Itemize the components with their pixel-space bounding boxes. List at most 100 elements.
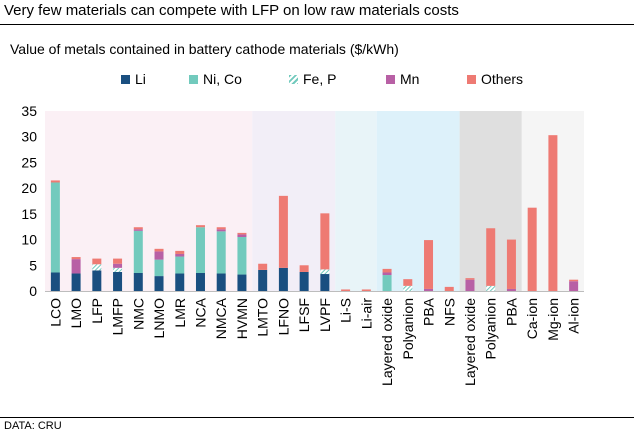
chart-title: Value of metals contained in battery cat… xyxy=(10,41,399,57)
bar-mn-nmca xyxy=(216,229,226,232)
bar-others-lvpf xyxy=(320,213,330,270)
x-tick-label: Polyanion xyxy=(400,298,416,360)
bar-others-hvmn xyxy=(237,232,247,235)
bar-others-li-s xyxy=(341,289,351,291)
bar-others-layered-oxide xyxy=(382,268,392,273)
bar-others-lfp xyxy=(92,258,102,265)
bar-li-lfsf xyxy=(299,271,309,291)
x-tick-label: LMR xyxy=(172,298,188,328)
bar-li-nca xyxy=(195,273,205,291)
source-note: DATA: CRU xyxy=(4,420,62,432)
bar-others-lmr xyxy=(175,250,185,254)
x-tick-label: LVPF xyxy=(317,298,333,332)
group-panel-sodium-ion xyxy=(376,111,460,291)
header-bar: Very few materials can compete with LFP … xyxy=(0,0,634,25)
bar-li-lnmo xyxy=(154,276,164,291)
legend-item-others: Others xyxy=(467,69,523,89)
x-tick-label: LMTO xyxy=(255,298,271,337)
bar-others-lfsf xyxy=(299,265,309,272)
bar-mn-lmo xyxy=(71,259,81,274)
legend-label-mn: Mn xyxy=(400,71,420,87)
bar-others-ca-ion xyxy=(527,207,537,291)
bar-li-lmfp xyxy=(113,271,123,291)
y-tick-label: 15 xyxy=(21,206,37,222)
bar-fe-p-polyanion xyxy=(403,285,413,291)
bar-mn-lmfp xyxy=(113,263,123,268)
y-tick-label: 20 xyxy=(21,180,37,196)
bar-mn-al-ion xyxy=(569,281,579,291)
bar-others-lnmo xyxy=(154,248,164,252)
legend-swatch-fep xyxy=(289,74,298,84)
bar-others-li-air xyxy=(361,289,371,291)
y-tick-label: 35 xyxy=(21,103,37,119)
group-panel-lithium-metal xyxy=(335,111,377,291)
x-tick-label: NMCA xyxy=(213,297,229,339)
x-tick-label: NFS xyxy=(441,298,457,326)
bar-fe-p-polyanion xyxy=(486,285,496,291)
bar-mn-layered-oxide xyxy=(465,279,475,291)
bar-mn-lmr xyxy=(175,253,185,257)
legend-swatch-mn xyxy=(386,74,395,84)
x-tick-label: Mg-ion xyxy=(545,298,561,341)
legend-label-nico: Ni, Co xyxy=(203,71,242,87)
legend-swatch-others xyxy=(467,74,476,84)
legend-label-li: Li xyxy=(135,71,146,87)
x-tick-label: Al-ion xyxy=(566,298,582,334)
x-tick-label: Ca-ion xyxy=(524,298,540,339)
x-tick-label: Layered oxide xyxy=(379,298,395,386)
bar-li-nmc xyxy=(133,273,143,291)
legend-item-nico: Ni, Co xyxy=(189,69,242,89)
x-tick-label: LFP xyxy=(89,298,105,324)
bar-others-al-ion xyxy=(569,279,579,282)
bar-others-pba xyxy=(506,239,516,289)
x-tick-label: Polyanion xyxy=(483,298,499,360)
legend-label-others: Others xyxy=(481,71,524,87)
x-tick-label: LMO xyxy=(68,298,84,328)
bar-mn-hvmn xyxy=(237,234,247,237)
page-title: Very few materials can compete with LFP … xyxy=(4,2,459,19)
x-tick-label: NMC xyxy=(130,298,146,330)
bar-others-polyanion xyxy=(486,228,496,286)
bar-others-polyanion xyxy=(403,279,413,286)
bar-ni-co-lco xyxy=(50,182,60,273)
x-tick-label: Layered oxide xyxy=(462,298,478,386)
bar-mn-pba xyxy=(424,288,434,291)
bar-others-mg-ion xyxy=(548,135,558,291)
x-tick-label: PBA xyxy=(421,297,437,326)
x-tick-label: PBA xyxy=(503,297,519,326)
bar-li-lvpf xyxy=(320,274,330,291)
bar-others-lfno xyxy=(278,195,288,268)
legend-swatch-nico xyxy=(189,74,198,84)
y-tick-label: 0 xyxy=(29,283,37,299)
bar-others-pba xyxy=(424,240,434,289)
bar-li-lfp xyxy=(92,270,102,291)
bar-li-nmca xyxy=(216,273,226,291)
bar-fe-p-lvpf xyxy=(320,269,330,275)
bar-others-lmfp xyxy=(113,258,123,264)
bar-ni-co-nca xyxy=(195,227,205,273)
legend-item-mn: Mn xyxy=(386,69,419,89)
bar-li-lmto xyxy=(258,269,268,291)
x-tick-label: LFSF xyxy=(296,298,312,332)
bar-li-lmr xyxy=(175,273,185,291)
x-tick-label: LCO xyxy=(47,298,63,327)
bar-ni-co-nmca xyxy=(216,231,226,274)
bar-others-lmto xyxy=(258,263,268,270)
bar-ni-co-hvmn xyxy=(237,237,247,275)
bar-ni-co-lnmo xyxy=(154,259,164,277)
bar-others-nca xyxy=(195,225,205,228)
y-tick-label: 25 xyxy=(21,154,37,170)
bar-ni-co-nmc xyxy=(133,230,143,273)
chart-legend: Li Ni, Co Fe, P Mn Others xyxy=(0,69,634,89)
y-tick-label: 5 xyxy=(29,257,37,273)
bar-mn-layered-oxide xyxy=(382,272,392,276)
x-tick-label: LFNO xyxy=(275,298,291,335)
footer-bar: DATA: CRU xyxy=(0,417,634,435)
legend-swatch-li xyxy=(121,74,130,84)
bar-li-lmo xyxy=(71,273,81,291)
x-tick-label: LNMO xyxy=(151,298,167,339)
legend-label-fep: Fe, P xyxy=(303,71,337,87)
bar-others-nmc xyxy=(133,227,143,230)
bar-others-layered-oxide xyxy=(465,278,475,280)
